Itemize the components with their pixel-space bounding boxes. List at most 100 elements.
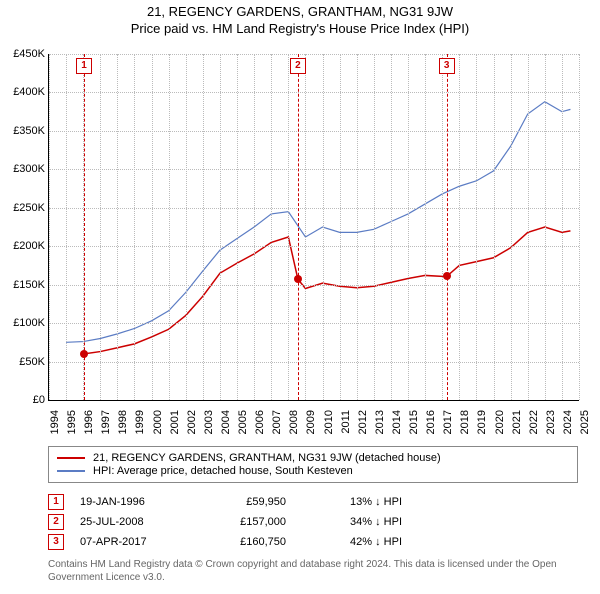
y-tick-label: £0	[3, 394, 45, 406]
event-line	[447, 54, 448, 400]
grid-v	[271, 54, 272, 400]
grid-h	[49, 54, 579, 55]
x-tick-label: 2021	[511, 410, 523, 450]
grid-v	[134, 54, 135, 400]
event-pct: 34% ↓ HPI	[302, 516, 402, 528]
grid-h	[49, 285, 579, 286]
event-date: 19-JAN-1996	[80, 496, 190, 508]
grid-v	[117, 54, 118, 400]
legend-row: 21, REGENCY GARDENS, GRANTHAM, NG31 9JW …	[57, 452, 569, 464]
event-price: £160,750	[206, 536, 286, 548]
x-tick-label: 2014	[391, 410, 403, 450]
series-line	[66, 102, 570, 343]
event-pct: 42% ↓ HPI	[302, 536, 402, 548]
y-tick-label: £200K	[3, 240, 45, 252]
event-price: £59,950	[206, 496, 286, 508]
legend-label-hpi: HPI: Average price, detached house, Sout…	[93, 465, 353, 477]
grid-v	[152, 54, 153, 400]
chart-title: 21, REGENCY GARDENS, GRANTHAM, NG31 9JW	[0, 4, 600, 19]
grid-v	[254, 54, 255, 400]
event-dot	[294, 275, 302, 283]
x-tick-label: 2012	[357, 410, 369, 450]
grid-v	[579, 54, 580, 400]
x-tick-label: 2003	[203, 410, 215, 450]
x-tick-label: 1999	[134, 410, 146, 450]
grid-v	[476, 54, 477, 400]
grid-v	[100, 54, 101, 400]
grid-v	[340, 54, 341, 400]
y-tick-label: £100K	[3, 317, 45, 329]
grid-v	[528, 54, 529, 400]
x-tick-label: 2011	[340, 410, 352, 450]
x-tick-label: 2008	[288, 410, 300, 450]
y-tick-label: £350K	[3, 125, 45, 137]
legend-swatch-hpi	[57, 470, 85, 472]
grid-v	[66, 54, 67, 400]
event-dot	[443, 272, 451, 280]
x-tick-label: 2002	[186, 410, 198, 450]
chart-subtitle: Price paid vs. HM Land Registry's House …	[0, 21, 600, 36]
grid-v	[49, 54, 50, 400]
grid-v	[357, 54, 358, 400]
x-tick-label: 2013	[374, 410, 386, 450]
x-tick-label: 2005	[237, 410, 249, 450]
legend-row: HPI: Average price, detached house, Sout…	[57, 465, 569, 477]
x-tick-label: 1994	[49, 410, 61, 450]
grid-v	[374, 54, 375, 400]
legend-label-property: 21, REGENCY GARDENS, GRANTHAM, NG31 9JW …	[93, 452, 441, 464]
grid-h	[49, 92, 579, 93]
event-price: £157,000	[206, 516, 286, 528]
legend: 21, REGENCY GARDENS, GRANTHAM, NG31 9JW …	[48, 446, 578, 483]
y-tick-label: £50K	[3, 356, 45, 368]
event-date: 25-JUL-2008	[80, 516, 190, 528]
x-tick-label: 2023	[545, 410, 557, 450]
event-marker: 2	[48, 514, 64, 530]
event-marker: 3	[48, 534, 64, 550]
grid-v	[562, 54, 563, 400]
grid-v	[323, 54, 324, 400]
x-tick-label: 1996	[83, 410, 95, 450]
grid-v	[459, 54, 460, 400]
event-row: 1 19-JAN-1996 £59,950 13% ↓ HPI	[48, 494, 578, 510]
event-marker: 1	[76, 58, 92, 74]
grid-v	[186, 54, 187, 400]
grid-v	[494, 54, 495, 400]
grid-v	[408, 54, 409, 400]
grid-v	[220, 54, 221, 400]
x-tick-label: 2016	[425, 410, 437, 450]
y-tick-label: £250K	[3, 202, 45, 214]
event-line	[84, 54, 85, 400]
grid-v	[237, 54, 238, 400]
x-tick-label: 1997	[100, 410, 112, 450]
event-date: 07-APR-2017	[80, 536, 190, 548]
x-tick-label: 2019	[476, 410, 488, 450]
x-tick-label: 2001	[169, 410, 181, 450]
event-row: 2 25-JUL-2008 £157,000 34% ↓ HPI	[48, 514, 578, 530]
grid-v	[203, 54, 204, 400]
x-tick-label: 2024	[562, 410, 574, 450]
events-table: 1 19-JAN-1996 £59,950 13% ↓ HPI 2 25-JUL-2008…	[48, 490, 578, 554]
grid-v	[169, 54, 170, 400]
x-tick-label: 2015	[408, 410, 420, 450]
grid-h	[49, 323, 579, 324]
event-pct: 13% ↓ HPI	[302, 496, 402, 508]
grid-h	[49, 208, 579, 209]
grid-v	[288, 54, 289, 400]
x-tick-label: 2006	[254, 410, 266, 450]
x-tick-label: 2017	[442, 410, 454, 450]
event-row: 3 07-APR-2017 £160,750 42% ↓ HPI	[48, 534, 578, 550]
chart-area: £0£50K£100K£150K£200K£250K£300K£350K£400…	[48, 54, 579, 401]
x-tick-label: 2010	[323, 410, 335, 450]
y-tick-label: £300K	[3, 163, 45, 175]
chart-svg	[49, 54, 579, 400]
grid-h	[49, 169, 579, 170]
grid-v	[391, 54, 392, 400]
legend-swatch-property	[57, 457, 85, 459]
grid-v	[511, 54, 512, 400]
x-tick-label: 2020	[494, 410, 506, 450]
x-tick-label: 2022	[528, 410, 540, 450]
x-tick-label: 2025	[579, 410, 591, 450]
grid-h	[49, 246, 579, 247]
copyright-text: Contains HM Land Registry data © Crown c…	[48, 558, 578, 584]
event-marker: 1	[48, 494, 64, 510]
